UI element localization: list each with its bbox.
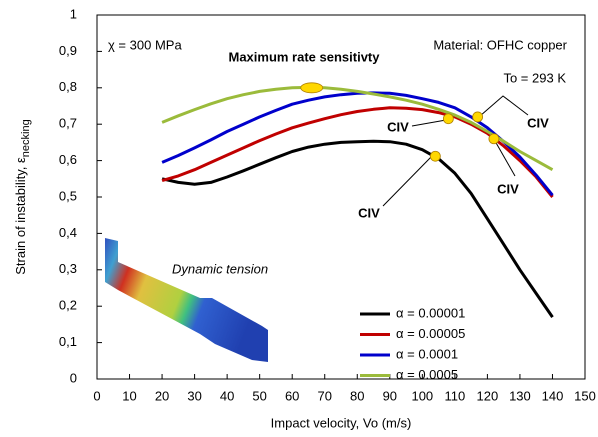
x-tick-label: 40 [220,388,234,403]
y-tick-label: 0,8 [59,79,77,94]
series-line [161,91,554,197]
x-tick-label: 110 [444,388,465,403]
leader-line [494,140,516,177]
x-tick-label: 70 [317,388,331,403]
highlight-point [429,150,441,162]
y-tick-label: 0,2 [59,298,77,313]
legend-label: α = 0.00001 [396,305,465,320]
x-tick-label: 0 [93,388,100,403]
y-tick-label: 0,9 [59,43,77,58]
y-tick-label: 0,5 [59,188,77,203]
x-axis-title: Impact velocity, Vo (m/s) [271,415,412,430]
leader-line [479,95,529,117]
x-tick-label: 130 [509,388,531,403]
x-tick-label: 120 [477,388,499,403]
x-tick-label: 10 [122,388,136,403]
highlight-point [442,113,454,125]
highlight-point [488,133,500,145]
y-tick-label: 0,4 [59,225,77,240]
highlight-point [300,82,324,94]
annotation: Material: OFHC copper [433,37,567,52]
y-tick-label: 0,7 [59,116,77,131]
annotation: CIV [358,205,380,220]
x-tick-label: 60 [285,388,299,403]
annotation: To = 293 K [503,70,566,85]
leader-line [382,154,434,207]
legend-label: α = 0.0005 [396,367,458,382]
y-tick-label: 0,6 [59,152,77,167]
legend-label: α = 0.0001 [396,346,458,361]
highlight-point [472,111,484,123]
leader-line [411,119,447,127]
y-tick-label: 1 [70,6,77,21]
y-tick-label: 0,3 [59,261,77,276]
annotation: χ = 300 MPa [108,37,182,52]
annotation: CIV [527,115,549,130]
x-tick-label: 100 [411,388,433,403]
y-axis-title-subscript: necking [20,119,32,157]
x-tick-label: 150 [574,388,596,403]
annotation: Maximum rate sensitivty [228,49,380,64]
y-axis-title-main: Strain of instability, ε [13,157,28,275]
x-tick-label: 140 [542,388,564,403]
annotation: CIV [387,119,409,134]
annotation: Dynamic tension [172,261,268,276]
series-line [161,85,554,172]
legend-label: α = 0.00005 [396,326,465,341]
series-line [161,139,554,318]
x-tick-label: 80 [350,388,364,403]
x-tick-label: 90 [383,388,397,403]
y-tick-label: 0 [70,370,77,385]
specimen-image [105,238,268,362]
series-line [161,106,554,198]
annotation: CIV [497,181,519,196]
y-axis-title: Strain of instability, εnecking [13,119,31,274]
x-tick-label: 30 [187,388,201,403]
x-tick-label: 20 [155,388,169,403]
x-tick-label: 50 [252,388,266,403]
y-tick-label: 0,1 [59,334,77,349]
